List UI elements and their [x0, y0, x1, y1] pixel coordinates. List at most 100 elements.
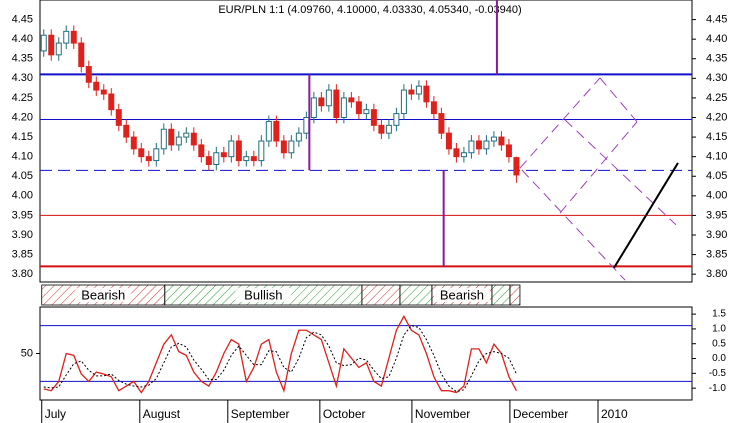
- candle-body: [258, 140, 265, 162]
- candle-body: [423, 85, 430, 103]
- trend-band: [361, 284, 401, 306]
- candle-body: [333, 89, 340, 119]
- candle-body: [370, 109, 377, 126]
- candle-body: [130, 136, 137, 150]
- candle-body: [190, 132, 197, 146]
- y2-tick-label: 1.5: [712, 309, 726, 320]
- y2-tick-label: 1.0: [712, 324, 726, 335]
- x-tick-label: October: [323, 407, 366, 421]
- oscillator-line: [43, 325, 517, 393]
- candle-body: [295, 132, 302, 142]
- x-tick-label: July: [45, 407, 66, 421]
- candle-body: [145, 156, 152, 162]
- candle-body: [138, 148, 145, 158]
- plot-frame: [39, 0, 693, 283]
- candle-body: [273, 120, 280, 142]
- band-label: Bearish: [440, 287, 484, 302]
- y-tick-label: 4.00: [12, 190, 33, 202]
- candle-body: [78, 42, 85, 68]
- y-tick-label: 3.80: [12, 268, 33, 280]
- candle-body: [438, 113, 445, 134]
- candle-body: [318, 97, 325, 107]
- candle-body: [310, 97, 317, 118]
- y-tick-label: 4.15: [12, 131, 33, 143]
- candle-body: [475, 140, 482, 150]
- y-tick-label-right: 4.10: [706, 151, 727, 163]
- y-tick-label-right: 4.30: [706, 72, 727, 84]
- candle-body: [430, 101, 437, 115]
- y2-tick-label: -0.5: [709, 368, 727, 379]
- candle-body: [340, 97, 347, 118]
- band-label-bg: [235, 288, 292, 302]
- candle-body: [168, 128, 175, 146]
- y-tick-label-right: 3.90: [706, 229, 727, 241]
- candle-body: [483, 140, 490, 150]
- candle-body: [513, 157, 520, 176]
- candle-body: [250, 156, 257, 162]
- trend-line: [521, 169, 626, 281]
- y-tick-label-right: 3.80: [706, 268, 727, 280]
- y-tick-label-right: 4.00: [706, 190, 727, 202]
- y-tick-label-right: 4.35: [706, 53, 727, 65]
- candle-body: [160, 128, 167, 150]
- candle-body: [100, 89, 107, 95]
- y-tick-label-right: 3.95: [706, 209, 727, 221]
- x-tick-label: November: [415, 407, 470, 421]
- x-tick-label: December: [513, 407, 568, 421]
- y2-tick-label: -1.0: [709, 383, 727, 394]
- y-tick-label: 4.20: [12, 111, 33, 123]
- candle-body: [40, 34, 47, 52]
- trend-band: [399, 284, 433, 306]
- candle-body: [198, 144, 205, 158]
- x-tick-label: September: [231, 407, 290, 421]
- candle-body: [280, 140, 287, 154]
- candle-body: [108, 93, 115, 111]
- candle-body: [183, 132, 190, 138]
- oscillator-line: [43, 314, 518, 394]
- candle-body: [505, 144, 512, 158]
- y2-tick-label: 0.5: [712, 338, 726, 349]
- y-tick-label: 4.30: [12, 72, 33, 84]
- candle-body: [220, 152, 227, 158]
- candle-body: [348, 97, 355, 103]
- y-tick-label-right: 4.25: [706, 92, 727, 104]
- candle-body: [460, 152, 467, 158]
- y-tick-label: 3.95: [12, 209, 33, 221]
- y-tick-label-right: 4.40: [706, 33, 727, 45]
- candle-body: [115, 109, 122, 126]
- y-tick-label-right: 4.45: [706, 13, 727, 25]
- chart-title: EUR/PLN 1:1 (4.09760, 4.10000, 4.03330, …: [218, 4, 521, 16]
- candle-body: [400, 89, 407, 115]
- x-tick-label: August: [143, 407, 181, 421]
- candle-body: [205, 156, 212, 166]
- y-tick-label: 4.40: [12, 33, 33, 45]
- trend-line: [599, 77, 638, 123]
- candle-body: [235, 140, 242, 162]
- trend-band: [491, 284, 511, 306]
- candle-body: [325, 89, 332, 107]
- y-tick-label-right: 4.15: [706, 131, 727, 143]
- y-tick-label-right: 4.05: [706, 170, 727, 182]
- candle-body: [228, 140, 235, 158]
- y-tick-label: 50: [21, 347, 33, 359]
- candle-body: [70, 30, 77, 44]
- y-tick-label: 4.10: [12, 151, 33, 163]
- y-tick-label: 3.85: [12, 248, 33, 260]
- candle-body: [453, 148, 460, 158]
- band-label: Bullish: [244, 287, 282, 302]
- y-tick-label: 3.90: [12, 229, 33, 241]
- trend-line: [519, 77, 601, 169]
- trend-line: [613, 162, 679, 269]
- candle-body: [445, 132, 452, 150]
- candle-body: [378, 124, 385, 134]
- y-tick-label-right: 4.20: [706, 111, 727, 123]
- candle-body: [55, 42, 62, 56]
- candle-body: [265, 120, 272, 142]
- x-tick-label: 2010: [601, 407, 628, 421]
- candle-body: [175, 136, 182, 146]
- candle-body: [415, 85, 422, 95]
- trend-line: [564, 119, 677, 226]
- candle-body: [303, 117, 310, 134]
